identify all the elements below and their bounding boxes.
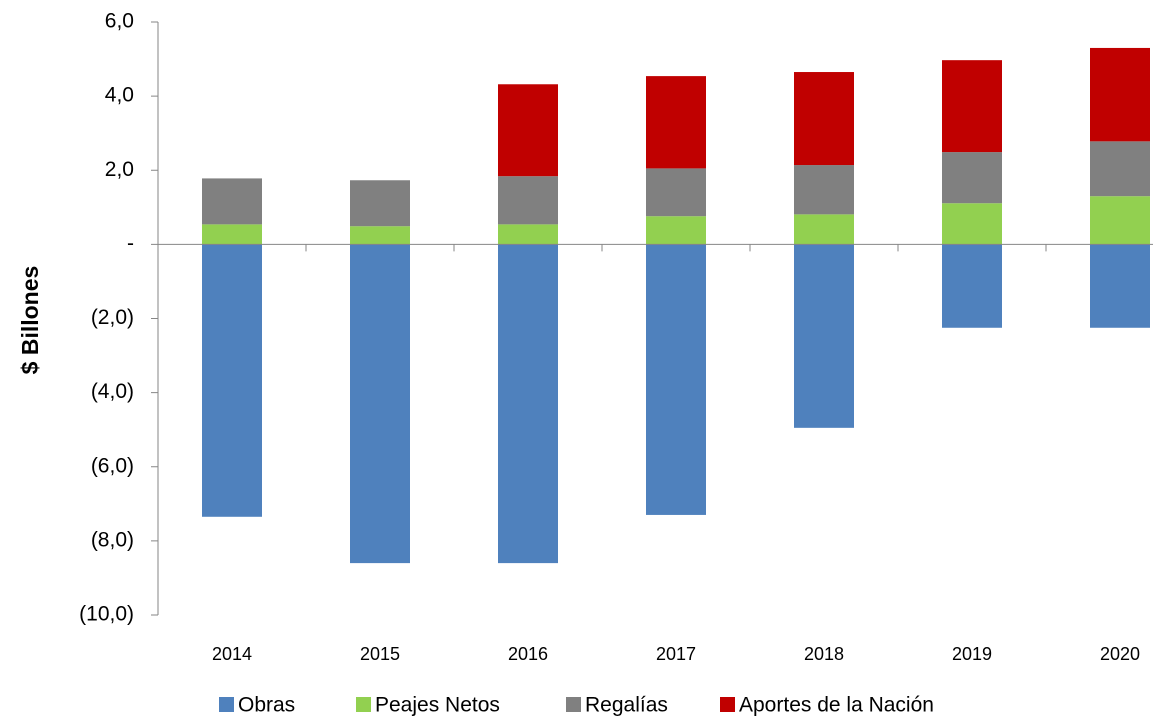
- x-tick-label: 2016: [508, 644, 548, 664]
- bar-segment: [202, 224, 262, 245]
- bar-segment: [1090, 47, 1150, 142]
- bar-segment: [202, 178, 262, 225]
- x-tick-label: 2015: [360, 644, 400, 664]
- bar-segment: [1090, 196, 1150, 245]
- bar-segment: [1090, 141, 1150, 197]
- y-tick-label: 4,0: [105, 84, 134, 107]
- x-tick-label: 2017: [656, 644, 696, 664]
- bar-segment: [794, 165, 854, 215]
- x-tick-label: 2020: [1100, 644, 1140, 664]
- y-tick-label: (4,0): [91, 380, 134, 403]
- legend-label: Peajes Netos: [375, 694, 500, 717]
- bar-segment: [646, 168, 706, 217]
- bar-segment: [942, 244, 1002, 328]
- bar-segment: [794, 244, 854, 428]
- legend-label: Aportes de la Nación: [739, 694, 934, 717]
- bar-segment: [498, 244, 558, 564]
- bar-segment: [794, 214, 854, 245]
- bar-segment: [646, 244, 706, 515]
- y-tick-label: (8,0): [91, 528, 134, 551]
- bar-segment: [350, 226, 410, 245]
- x-tick-label: 2019: [952, 644, 992, 664]
- bar-segment: [646, 76, 706, 169]
- y-tick-label: 2,0: [105, 158, 134, 181]
- y-axis-label: $ Billones: [17, 266, 43, 375]
- legend-label: Obras: [238, 694, 295, 717]
- bar-segment: [498, 176, 558, 225]
- bar-segment: [646, 216, 706, 245]
- bar-segment: [1090, 244, 1150, 328]
- legend-swatch: [720, 697, 735, 712]
- bar-segment: [350, 244, 410, 564]
- y-tick-label: -: [127, 232, 134, 255]
- bar-segment: [498, 224, 558, 245]
- bar-segment: [942, 152, 1002, 204]
- bar-segment: [202, 244, 262, 517]
- bar-segment: [942, 203, 1002, 245]
- bar-segment: [794, 72, 854, 166]
- x-tick-label: 2018: [804, 644, 844, 664]
- legend-swatch: [356, 697, 371, 712]
- legend-swatch: [566, 697, 581, 712]
- bar-segment: [942, 60, 1002, 153]
- legend-swatch: [219, 697, 234, 712]
- x-tick-label: 2014: [212, 644, 252, 664]
- y-tick-label: (10,0): [79, 603, 134, 626]
- bar-segment: [498, 84, 558, 177]
- legend-label: Regalías: [585, 694, 668, 717]
- y-tick-label: (6,0): [91, 454, 134, 477]
- y-tick-label: (2,0): [91, 306, 134, 329]
- y-tick-label: 6,0: [105, 10, 134, 33]
- bar-segment: [350, 180, 410, 227]
